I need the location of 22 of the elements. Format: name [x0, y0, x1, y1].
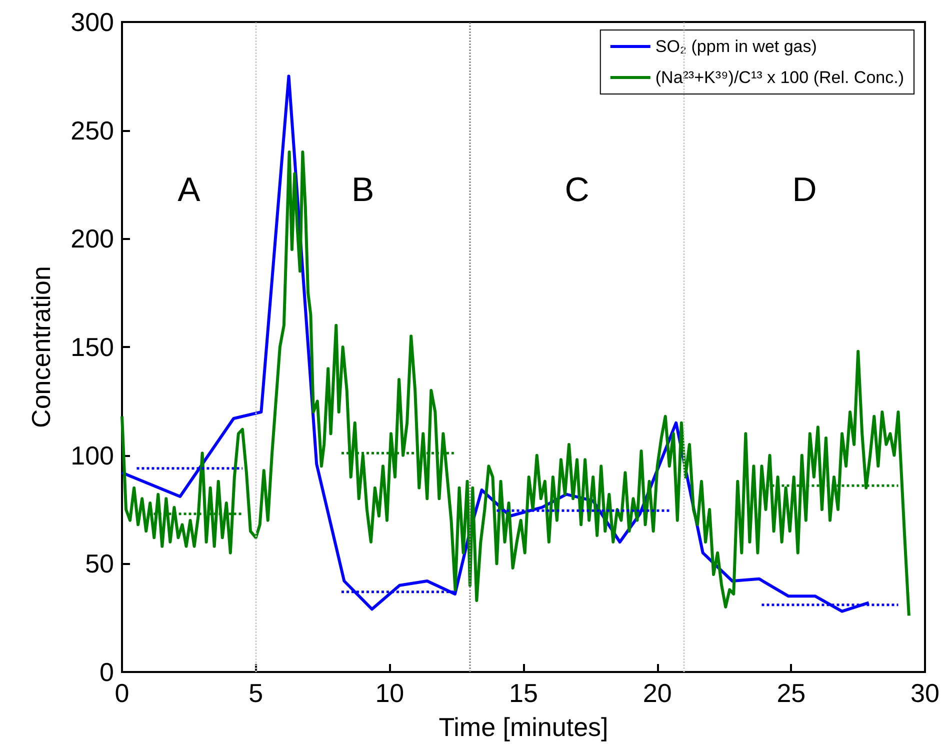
x-tick-label: 20 — [642, 678, 672, 708]
line-series — [120, 150, 910, 618]
annotation: C — [564, 171, 590, 209]
x-tick-label: 10 — [375, 678, 404, 708]
y-tick-label: 200 — [70, 224, 114, 254]
y-tick-label: 150 — [70, 332, 114, 362]
y-tick-label: 250 — [70, 115, 114, 146]
y-tick-label: 300 — [70, 7, 114, 37]
y-tick-label: 100 — [70, 440, 114, 470]
y-tick-label: 0 — [100, 657, 114, 687]
legend-label: (Na²³+K³⁹)/C¹³ x 100 (Rel. Conc.) — [655, 68, 904, 87]
x-tick-label: 5 — [248, 678, 264, 708]
x-tick-label: 25 — [776, 678, 806, 708]
annotation: B — [352, 171, 374, 209]
annotation: D — [792, 171, 817, 209]
x-tick-label: 15 — [509, 678, 538, 708]
y-axis-title: Concentration — [26, 266, 56, 428]
annotation: A — [178, 171, 201, 209]
legend-label: SO₂ (ppm in wet gas) — [655, 37, 817, 56]
x-axis-title: Time [minutes] — [438, 712, 608, 742]
x-tick-label: 30 — [910, 678, 940, 708]
y-tick-label: 50 — [85, 548, 114, 579]
